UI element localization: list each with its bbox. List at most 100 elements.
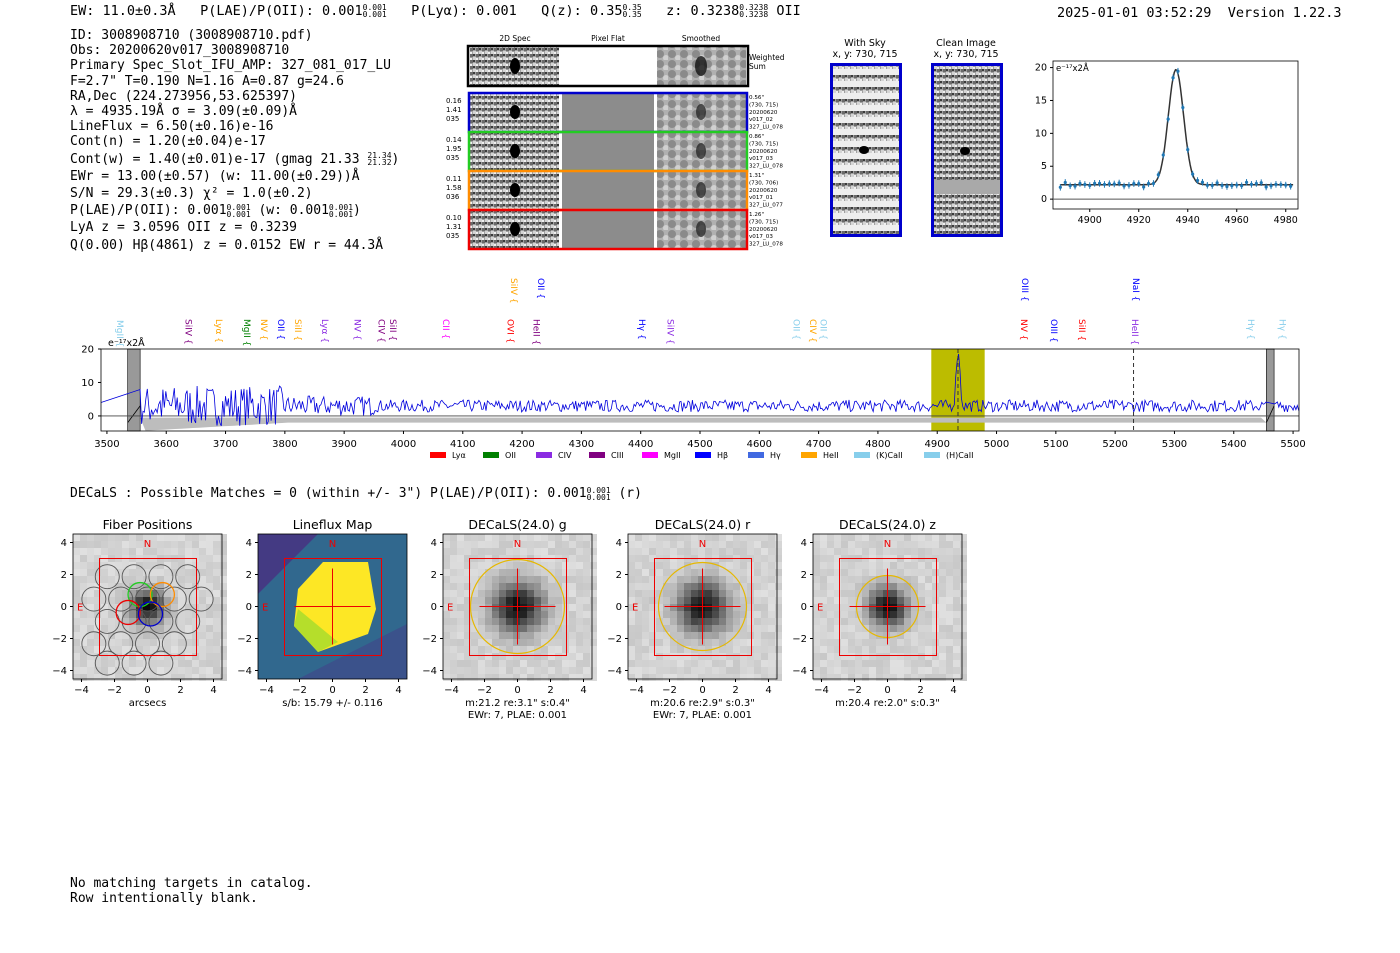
version: Version 1.22.3	[1227, 5, 1342, 21]
stamp-ytick: 0	[616, 602, 622, 613]
emission-line-label: SiII {	[387, 319, 397, 341]
main-xtick: 4000	[391, 439, 416, 450]
zoom-model-curve	[1060, 68, 1294, 186]
north-label: N	[514, 539, 521, 550]
stamp-ytick: −2	[422, 634, 437, 645]
spectrum-line	[100, 353, 1300, 427]
east-label: E	[632, 603, 638, 614]
header-summary: EW: 11.0±0.3Å P(LAE)/P(OII): 0.0010.001 0…	[70, 3, 801, 19]
stamp-ytick: −4	[52, 666, 67, 677]
emission-line-label: CIV {	[807, 319, 817, 343]
stamp-ytick: 2	[431, 570, 437, 581]
emission-line-label: NV {	[1018, 319, 1028, 340]
clean-title-block: Clean Image x, y: 730, 715	[930, 38, 1002, 60]
main-xtick: 5200	[1102, 439, 1127, 450]
main-xtick: 5300	[1162, 439, 1187, 450]
zoom-data-point	[1142, 185, 1146, 189]
emission-line-label: MgII {	[241, 319, 251, 346]
zoom-data-point	[1186, 148, 1190, 152]
aperture-box	[99, 558, 197, 656]
emission-line-label: NV {	[258, 319, 268, 340]
info-lambda: λ = 4935.19Å σ = 3.09(±0.09)Å	[70, 104, 297, 120]
z-line: OII	[776, 3, 801, 19]
emission-line-label: OIII {	[1019, 278, 1029, 302]
stamp-xtick: −4	[629, 685, 644, 696]
zoom-xtick: 4900	[1078, 215, 1102, 226]
zoom-data-point	[1156, 173, 1160, 177]
info-radec: RA,Dec (224.273956,53.625397)	[70, 88, 297, 104]
zoom-data-point	[1210, 183, 1214, 188]
row-meta: 1.31"	[749, 173, 764, 179]
row-fwhm: 1.41	[446, 106, 462, 114]
weighted-sum-row: Weighted Sum	[466, 44, 785, 88]
zoom-ytick: 5	[1041, 161, 1047, 172]
row-meta: (730, 706)	[749, 180, 778, 186]
stamp-ytick: 4	[61, 538, 67, 549]
east-label: E	[262, 603, 268, 614]
main-xtick: 4700	[806, 439, 831, 450]
stamp-ytick: −2	[607, 634, 622, 645]
stamp-caption: s/b: 15.79 +/- 0.116	[282, 698, 382, 709]
info-obs: Obs: 20200620v017_3008908710	[70, 43, 290, 59]
qz-value: Q(z): 0.35	[541, 3, 623, 19]
zoom-data-point	[1073, 184, 1077, 188]
emission-line-label: OII {	[535, 278, 545, 299]
main-xtick: 4600	[747, 439, 772, 450]
zoom-data-point	[1107, 182, 1111, 186]
row-num: 035	[446, 115, 459, 123]
svg-text:HeII: HeII	[823, 451, 839, 460]
row-meta: 20200620	[749, 188, 778, 194]
row-meta: 20200620	[749, 149, 778, 155]
row-meta: 20200620	[749, 110, 778, 116]
main-xtick: 3500	[94, 439, 119, 450]
stamp-ytick: 2	[801, 570, 807, 581]
zoom-data-point	[1215, 181, 1219, 185]
stamp-xtick: 0	[884, 685, 890, 696]
zoom-data-point	[1117, 181, 1121, 185]
zoom-data-point	[1161, 153, 1165, 157]
legend-entry: OII	[483, 451, 516, 460]
fiber-circle	[121, 608, 147, 634]
zoom-data-point	[1058, 185, 1062, 189]
zoom-data-point	[1254, 181, 1258, 186]
stamp-ytick: −2	[237, 634, 252, 645]
stamp-g: N E DECaLS(24.0) g −4 −4 −2 −2 0 0 2 2 4 4 m:21.2 re:…	[422, 517, 597, 721]
stamp-ytick: 4	[616, 538, 622, 549]
masked-region	[1266, 348, 1275, 432]
legend-entry: Hγ	[748, 451, 781, 460]
stamp-r: N E DECaLS(24.0) r −4 −4 −2 −2 0 0 2 2 4 4 m:20.6 re:…	[607, 517, 782, 721]
row-meta: 0.56"	[749, 95, 764, 101]
stamp-xtick: 2	[547, 685, 553, 696]
main-xtick: 3700	[213, 439, 238, 450]
emission-line-label: NV {	[351, 319, 361, 340]
zoom-data-point	[1088, 183, 1092, 188]
north-label: N	[144, 539, 151, 550]
emission-line-label: SiII {	[292, 319, 302, 341]
legend-entry: MgII	[642, 451, 681, 460]
emission-line-label: MgII {	[114, 320, 124, 347]
stamp-xtick: 4	[950, 685, 956, 696]
emission-line-label: OII {	[275, 319, 285, 340]
zoom-data-point	[1127, 183, 1131, 187]
stamp-ytick: 0	[801, 602, 807, 613]
stamp-flux: N E Lineflux Map −4 −4 −2 −2 0 0 2 2 4 4 s/b: 15.79 +…	[237, 517, 408, 709]
svg-text:Hγ: Hγ	[770, 451, 781, 460]
svg-text:OII: OII	[505, 451, 516, 460]
fiber-circle	[188, 586, 214, 612]
row-fwhm: 1.31	[446, 223, 462, 231]
zoom-data-point	[1122, 184, 1126, 188]
info-sn: S/N = 29.3(±0.3) χ² = 1.0(±0.2)	[70, 186, 313, 202]
main-xtick: 4100	[450, 439, 475, 450]
fiber-circle	[148, 608, 174, 634]
stamp-ytick: 0	[61, 602, 67, 613]
decals-summary: DECaLS : Possible Matches = 0 (within +/…	[70, 485, 642, 502]
row-num: 036	[446, 193, 460, 201]
stamp-title: DECaLS(24.0) z	[839, 517, 936, 532]
emission-line-label: HeII {	[530, 319, 540, 345]
zoom-data-point	[1063, 180, 1067, 185]
stamp-z: N E DECaLS(24.0) z −4 −4 −2 −2 0 0 2 2 4 4 m:20.4 re:…	[792, 517, 967, 709]
fiber-circle	[148, 650, 174, 676]
stamp-xtick: 4	[210, 685, 216, 696]
stamp-xtick: −2	[662, 685, 677, 696]
